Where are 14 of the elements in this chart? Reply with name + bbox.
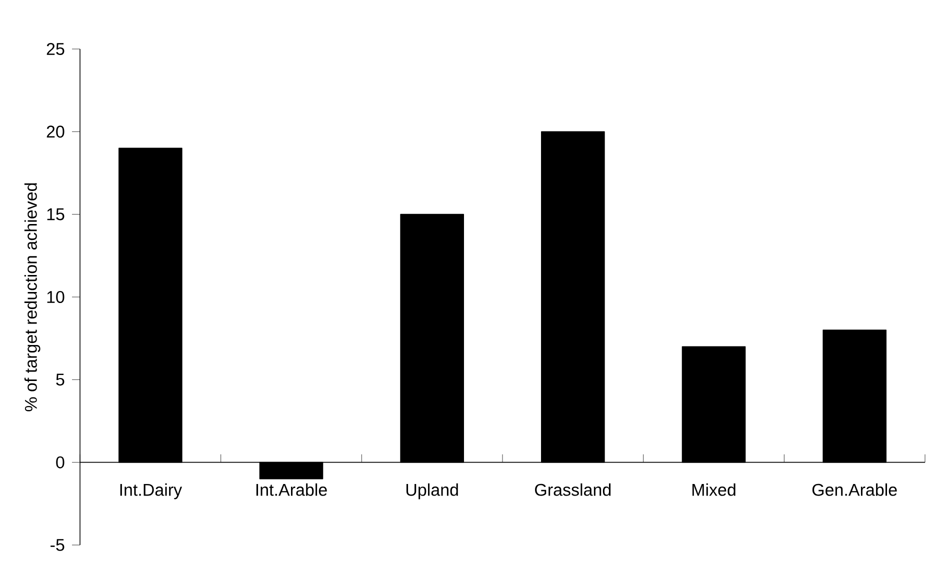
y-tick-label: 5 <box>56 374 64 386</box>
x-tick-label: Mixed <box>692 483 736 496</box>
x-tick-label: Grassland <box>535 483 611 496</box>
y-tick-label: 20 <box>46 126 64 138</box>
y-tick-label: 15 <box>47 208 64 220</box>
y-tick-label: 25 <box>46 42 64 55</box>
x-tick-label: Gen.Arable <box>812 483 897 496</box>
y-tick-label: 0 <box>56 456 64 468</box>
x-tick-label: Int.Arable <box>256 483 327 496</box>
x-tick-label: Int.Dairy <box>120 483 182 500</box>
y-tick-label: 10 <box>47 290 64 304</box>
x-tick-label: Upland <box>406 483 458 500</box>
y-axis-title: % of target reduction achieved <box>24 183 40 412</box>
y-tick-label: -5 <box>50 539 64 551</box>
